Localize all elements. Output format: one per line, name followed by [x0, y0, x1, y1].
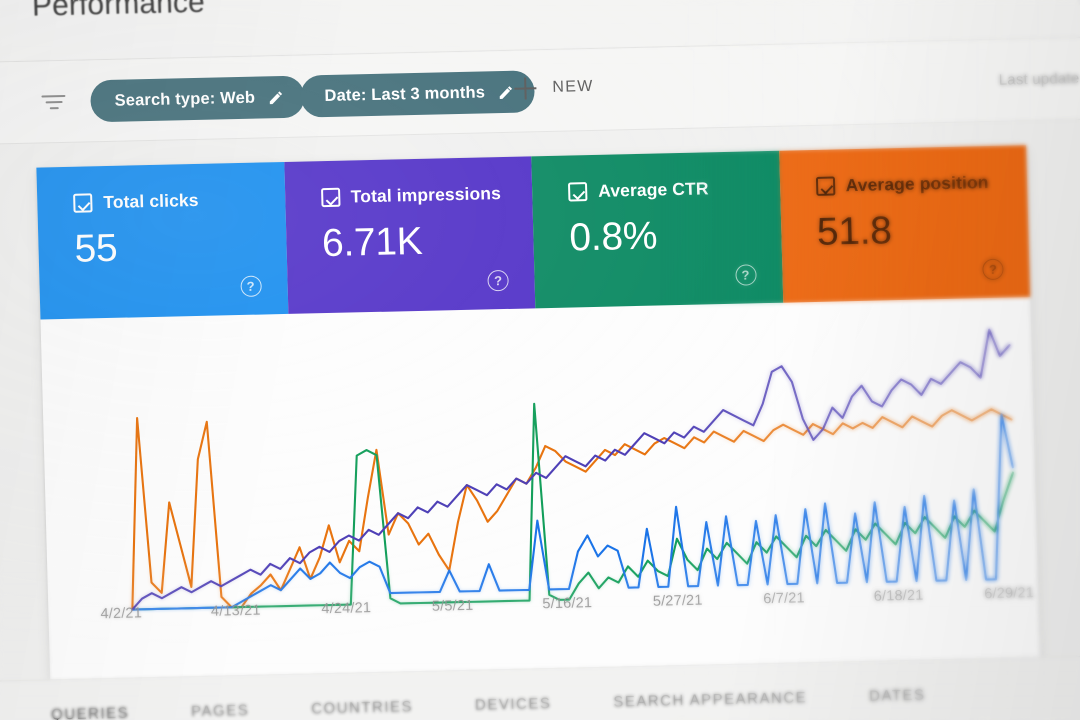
metric-tile-2[interactable]: Average CTR 0.8%?	[531, 150, 783, 309]
x-tick-label: 5/5/21	[431, 597, 474, 615]
performance-chart	[40, 297, 1038, 619]
help-icon[interactable]: ?	[487, 269, 509, 292]
help-icon[interactable]: ?	[734, 264, 757, 286]
chart-series-2	[131, 413, 1014, 611]
metric-value: 55	[74, 226, 118, 271]
pencil-icon	[499, 85, 512, 99]
tab-dates[interactable]: DATES	[868, 686, 926, 705]
tab-devices[interactable]: DEVICES	[474, 695, 552, 714]
metric-value: 51.8	[816, 209, 893, 254]
x-tick-label: 4/24/21	[321, 600, 372, 618]
tab-countries[interactable]: COUNTRIES	[310, 698, 414, 718]
metric-label: Average position	[845, 172, 989, 196]
metric-checkbox-icon[interactable]	[567, 182, 588, 202]
metric-tile-3[interactable]: Average position 51.8?	[778, 145, 1031, 303]
dimension-tabs: QUERIES PAGES COUNTRIES DEVICES SEARCH APPEA…	[51, 685, 988, 720]
plus-icon	[514, 77, 537, 99]
x-tick-label: 6/18/21	[873, 587, 924, 605]
tune-icon[interactable]	[40, 91, 67, 114]
metric-label: Total clicks	[103, 189, 199, 213]
metric-header: Total impressions	[320, 182, 532, 208]
metric-checkbox-icon[interactable]	[815, 176, 835, 196]
pencil-icon	[269, 90, 282, 104]
filter-chip-label: Search type: Web	[114, 88, 256, 110]
x-tick-label: 5/27/21	[652, 592, 703, 610]
tab-queries[interactable]: QUERIES	[50, 704, 130, 720]
chart-series-3	[131, 328, 1011, 611]
metric-label: Average CTR	[597, 178, 709, 201]
tab-pages[interactable]: PAGES	[190, 701, 250, 720]
filter-chip-search-type[interactable]: Search type: Web	[90, 75, 305, 123]
performance-card: Total clicks 55? Total impressions 6.71K? Av…	[36, 145, 1040, 680]
filter-chip-label: Date: Last 3 months	[324, 82, 486, 105]
metric-header: Average position	[815, 171, 1027, 197]
chart-svg[interactable]	[40, 297, 1038, 619]
metric-value: 0.8%	[568, 214, 658, 260]
metric-value: 6.71K	[321, 219, 424, 266]
new-filter-button[interactable]: NEW	[514, 76, 594, 100]
page-title: Performance	[31, 0, 206, 23]
metric-header: Total clicks	[73, 188, 285, 214]
metric-tile-0[interactable]: Total clicks 55?	[36, 161, 288, 320]
metric-checkbox-icon[interactable]	[73, 193, 93, 213]
metric-header: Average CTR	[567, 177, 780, 203]
metric-tile-1[interactable]: Total impressions 6.71K?	[283, 156, 536, 314]
help-icon[interactable]: ?	[239, 275, 262, 298]
new-filter-label: NEW	[552, 77, 594, 96]
filter-bar: Search type: Web Date: Last 3 months	[0, 36, 1080, 147]
metric-checkbox-icon[interactable]	[320, 187, 341, 208]
x-tick-label: 5/16/21	[542, 595, 593, 613]
tab-search-appearance[interactable]: SEARCH APPEARANCE	[613, 689, 808, 711]
metric-tiles: Total clicks 55? Total impressions 6.71K? Av…	[36, 145, 1031, 320]
help-icon[interactable]: ?	[982, 258, 1004, 281]
metric-label: Total impressions	[350, 183, 502, 207]
x-tick-label: 6/7/21	[763, 590, 806, 608]
x-tick-label: 4/13/21	[210, 602, 261, 620]
x-tick-label: 6/29/21	[984, 585, 1035, 603]
x-tick-label: 4/2/21	[100, 605, 143, 623]
last-updated-text: Last updated: 5 hour	[998, 69, 1080, 89]
filter-chip-date[interactable]: Date: Last 3 months	[299, 70, 535, 118]
